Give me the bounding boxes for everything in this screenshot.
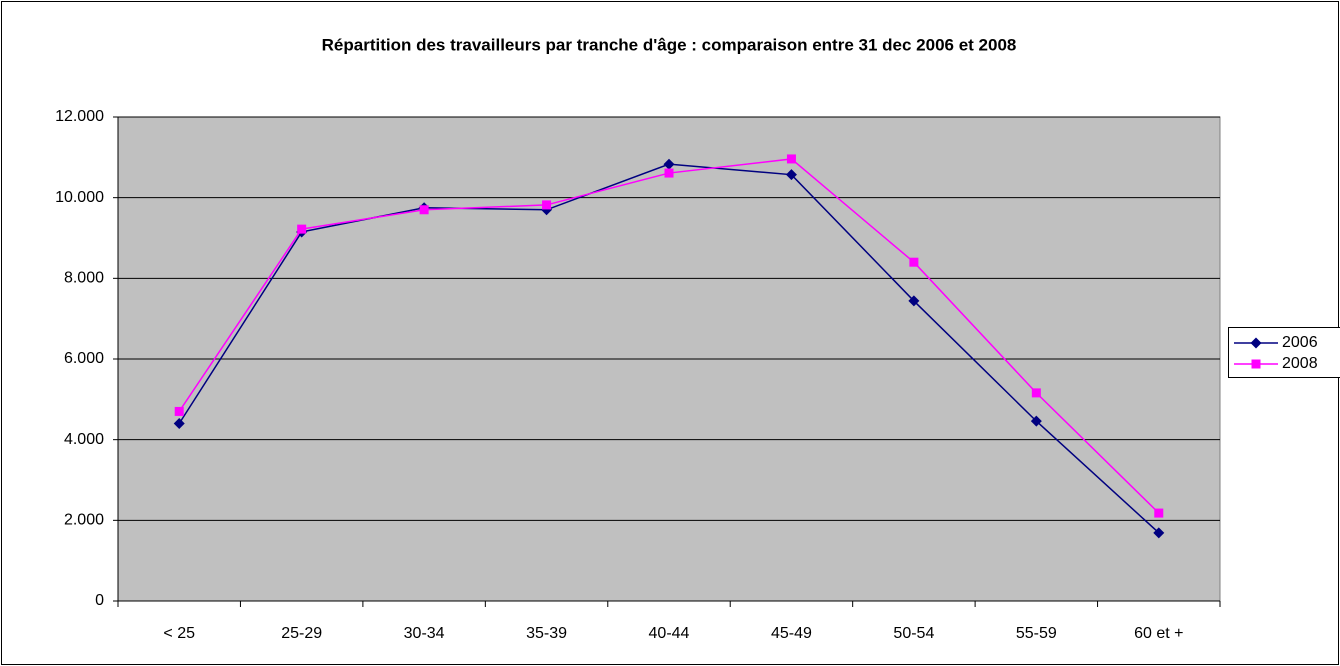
x-tick-label: 35-39 (526, 625, 567, 642)
x-tick-label: 40-44 (649, 625, 690, 642)
marker (297, 224, 307, 234)
marker (1153, 527, 1165, 539)
y-tick-label: 8.000 (64, 270, 104, 287)
marker (786, 154, 796, 164)
legend-label: 2006 (1282, 334, 1318, 351)
x-tick-label: 50-54 (893, 625, 934, 642)
chart-title: Répartition des travailleurs par tranche… (322, 35, 1017, 54)
legend-box (1228, 327, 1340, 378)
x-tick-label: 60 et + (1134, 625, 1183, 642)
x-tick-label: 55-59 (1016, 625, 1057, 642)
marker (908, 295, 920, 307)
y-tick-label: 4.000 (64, 431, 104, 448)
marker (1154, 508, 1164, 518)
marker (1251, 359, 1261, 369)
y-tick-label: 10.000 (55, 189, 104, 206)
marker (419, 205, 429, 215)
x-tick-label: 45-49 (771, 625, 812, 642)
x-tick-label: 25-29 (281, 625, 322, 642)
marker (785, 169, 797, 181)
marker (174, 406, 184, 416)
y-tick-label: 0 (95, 592, 104, 609)
marker (1031, 388, 1041, 398)
marker (909, 257, 919, 267)
marker (1030, 415, 1042, 427)
marker (663, 158, 675, 170)
y-tick-label: 2.000 (64, 512, 104, 529)
marker (173, 418, 185, 430)
marker (542, 200, 552, 210)
y-tick-label: 12.000 (55, 108, 104, 125)
marker (1250, 337, 1262, 349)
x-tick-label: < 25 (163, 625, 195, 642)
legend-label: 2008 (1282, 355, 1318, 372)
x-tick-label: 30-34 (404, 625, 445, 642)
y-tick-label: 6.000 (64, 350, 104, 367)
marker (664, 168, 674, 178)
